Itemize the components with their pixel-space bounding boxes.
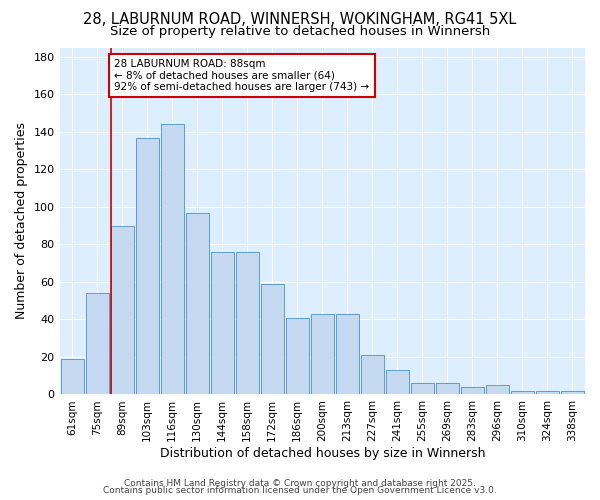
Bar <box>511 390 534 394</box>
Bar <box>136 138 158 394</box>
Bar <box>336 314 359 394</box>
Bar <box>86 293 109 394</box>
Text: Size of property relative to detached houses in Winnersh: Size of property relative to detached ho… <box>110 25 490 38</box>
Text: Contains HM Land Registry data © Crown copyright and database right 2025.: Contains HM Land Registry data © Crown c… <box>124 478 476 488</box>
Bar <box>436 383 459 394</box>
Bar <box>461 387 484 394</box>
Bar <box>110 226 134 394</box>
Text: 28 LABURNUM ROAD: 88sqm
← 8% of detached houses are smaller (64)
92% of semi-det: 28 LABURNUM ROAD: 88sqm ← 8% of detached… <box>115 59 370 92</box>
Text: Contains public sector information licensed under the Open Government Licence v3: Contains public sector information licen… <box>103 486 497 495</box>
Y-axis label: Number of detached properties: Number of detached properties <box>15 122 28 320</box>
Text: 28, LABURNUM ROAD, WINNERSH, WOKINGHAM, RG41 5XL: 28, LABURNUM ROAD, WINNERSH, WOKINGHAM, … <box>83 12 517 28</box>
Bar <box>536 390 559 394</box>
Bar <box>311 314 334 394</box>
Bar <box>411 383 434 394</box>
Bar <box>236 252 259 394</box>
Bar <box>361 355 384 395</box>
Bar <box>61 359 83 394</box>
Bar <box>161 124 184 394</box>
X-axis label: Distribution of detached houses by size in Winnersh: Distribution of detached houses by size … <box>160 447 485 460</box>
Bar <box>185 212 209 394</box>
Bar <box>211 252 233 394</box>
Bar <box>561 390 584 394</box>
Bar <box>261 284 284 395</box>
Bar <box>386 370 409 394</box>
Bar <box>286 318 309 394</box>
Bar <box>486 385 509 394</box>
